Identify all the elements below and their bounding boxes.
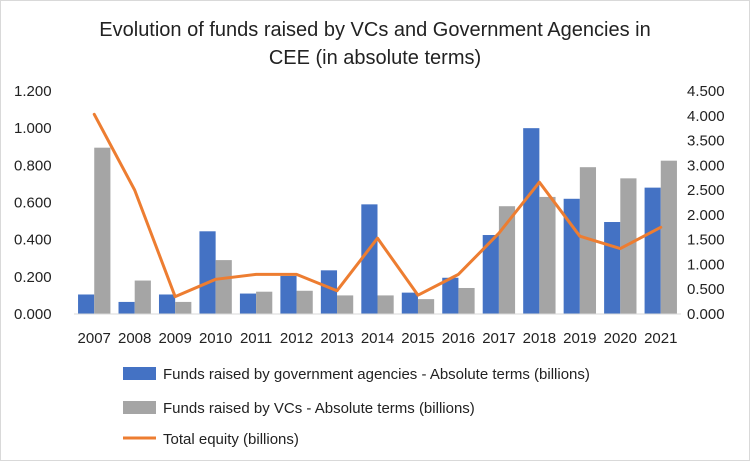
left-tick-label: 0.600 <box>14 195 52 212</box>
line-series <box>92 112 663 299</box>
bar-government <box>118 301 135 314</box>
x-tick-label: 2009 <box>158 330 191 347</box>
left-tick-label: 0.800 <box>14 157 52 174</box>
right-tick-label: 3.500 <box>687 133 725 150</box>
bar-vcs <box>256 291 273 314</box>
legend-label-government: Funds raised by government agencies - Ab… <box>163 366 590 383</box>
x-tick-label: 2017 <box>482 330 515 347</box>
left-tick-label: 1.000 <box>14 120 52 137</box>
bar-government <box>604 222 621 314</box>
x-tick-label: 2016 <box>442 330 475 347</box>
bar-government <box>280 275 297 314</box>
legend-swatch-vcs <box>123 401 156 414</box>
right-tick-label: 1.500 <box>687 232 725 249</box>
left-tick-label: 0.000 <box>14 306 52 323</box>
left-tick-label: 0.200 <box>14 269 52 286</box>
x-tick-label: 2021 <box>644 330 677 347</box>
bar-government <box>199 231 216 314</box>
legend-label-vcs: Funds raised by VCs - Absolute terms (bi… <box>163 400 475 417</box>
bar-government <box>482 235 499 314</box>
bar-government <box>644 187 661 314</box>
bar-vcs <box>134 280 151 314</box>
bar-vcs <box>417 299 435 314</box>
bar-government <box>442 277 459 314</box>
bar-vcs <box>175 301 192 314</box>
right-tick-label: 3.000 <box>687 157 725 174</box>
bar-government <box>158 294 176 314</box>
x-tick-label: 2020 <box>604 330 637 347</box>
x-tick-label: 2008 <box>118 330 151 347</box>
bar-vcs <box>458 287 475 314</box>
bar-vcs <box>337 295 354 314</box>
bar-vcs <box>296 290 313 314</box>
bar-government <box>401 292 418 314</box>
bar-vcs <box>215 260 232 314</box>
chart-title-line-2: CEE (in absolute terms) <box>269 47 481 69</box>
left-tick-label: 1.200 <box>14 83 52 100</box>
bar-government <box>239 293 257 314</box>
x-tick-label: 2007 <box>78 330 111 347</box>
bar-vcs <box>539 196 556 314</box>
bar-vcs <box>660 160 677 314</box>
x-tick-label: 2010 <box>199 330 232 347</box>
x-tick-label: 2014 <box>361 330 394 347</box>
bar-vcs <box>579 167 597 314</box>
x-tick-label: 2011 <box>240 330 272 347</box>
bar-vcs <box>498 206 516 314</box>
bar-government <box>320 270 338 314</box>
bar-government <box>361 204 378 314</box>
chart-title-line-1: Evolution of funds raised by VCs and Gov… <box>99 19 650 41</box>
bar-government <box>78 294 95 314</box>
x-tick-label: 2015 <box>401 330 434 347</box>
right-tick-label: 2.500 <box>687 182 725 199</box>
bar-vcs <box>377 295 394 314</box>
right-tick-label: 0.500 <box>687 281 725 298</box>
right-tick-label: 0.000 <box>687 306 725 323</box>
right-tick-label: 4.000 <box>687 108 725 125</box>
right-axis: 0.000 0.500 1.000 1.500 2.000 2.500 3.000 3.500… <box>687 83 725 323</box>
right-tick-label: 2.000 <box>687 207 725 224</box>
right-tick-label: 1.000 <box>687 256 725 273</box>
legend: Funds raised by government agencies - Ab… <box>123 366 590 448</box>
total-equity-line <box>92 112 663 299</box>
bar-series <box>78 128 677 314</box>
x-axis: 2007 2008 2009 2010 2011 2012 2013 2014 2015 2016… <box>78 330 678 347</box>
x-tick-label: 2018 <box>523 330 556 347</box>
left-axis: 0.000 0.200 0.400 0.600 0.800 1.000 1.200 <box>14 83 52 323</box>
bar-vcs <box>94 147 111 314</box>
right-tick-label: 4.500 <box>687 83 725 100</box>
legend-swatch-government <box>123 367 156 380</box>
x-tick-label: 2019 <box>563 330 596 347</box>
x-tick-label: 2012 <box>280 330 313 347</box>
bar-government <box>523 128 540 314</box>
bar-government <box>563 198 580 314</box>
bar-vcs <box>620 178 637 314</box>
left-tick-label: 0.400 <box>14 232 52 249</box>
legend-label-total-equity: Total equity (billions) <box>163 431 299 448</box>
x-tick-label: 2013 <box>320 330 353 347</box>
